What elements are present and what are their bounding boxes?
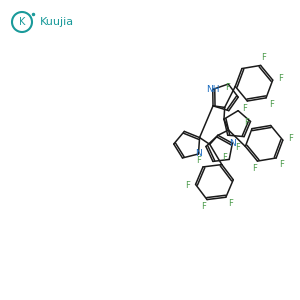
Text: F: F (225, 83, 230, 92)
Text: Kuujia: Kuujia (40, 17, 74, 27)
Text: F: F (235, 143, 240, 152)
Text: N: N (195, 149, 202, 158)
Text: F: F (196, 156, 201, 165)
Text: F: F (261, 53, 266, 62)
Text: NH: NH (206, 85, 220, 94)
Text: F: F (252, 164, 257, 173)
Text: F: F (228, 199, 233, 208)
Text: F: F (288, 134, 293, 143)
Text: F: F (278, 74, 283, 83)
Text: K: K (19, 17, 25, 27)
Text: F: F (185, 181, 190, 190)
Text: F: F (279, 160, 284, 169)
Text: F: F (201, 202, 206, 211)
Text: F: F (244, 118, 249, 127)
Text: N: N (229, 139, 236, 148)
Text: F: F (242, 104, 247, 113)
Text: F: F (223, 153, 227, 162)
Text: F: F (269, 100, 274, 109)
